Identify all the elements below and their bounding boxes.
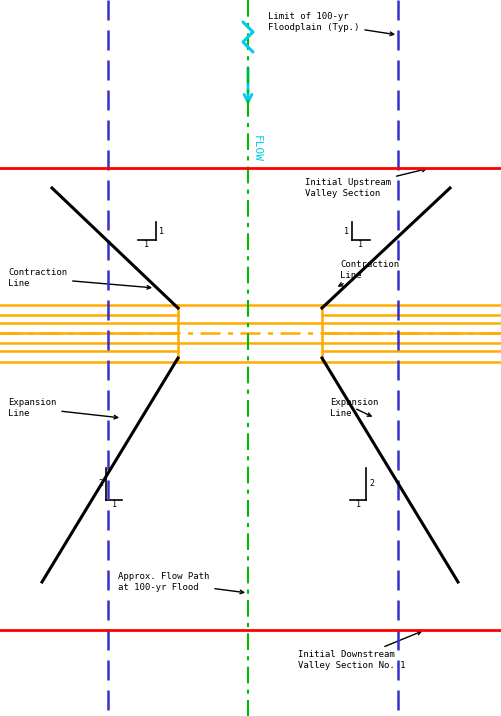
Text: 1: 1 [113, 500, 118, 509]
Text: 1: 1 [344, 226, 349, 236]
Text: Initial Downstream
Valley Section No. 1: Initial Downstream Valley Section No. 1 [298, 632, 421, 669]
Text: 1: 1 [159, 226, 164, 236]
Text: FLOW: FLOW [252, 135, 262, 162]
Text: Expansion
Line: Expansion Line [8, 398, 118, 419]
Text: 1: 1 [357, 500, 362, 509]
Text: 2: 2 [98, 480, 103, 488]
Text: 1: 1 [359, 240, 364, 249]
Text: 1: 1 [144, 240, 149, 249]
Text: Initial Upstream
Valley Section: Initial Upstream Valley Section [305, 168, 426, 198]
Text: Contraction
Line: Contraction Line [339, 261, 399, 286]
Text: Contraction
Line: Contraction Line [8, 268, 151, 289]
Text: Approx. Flow Path
at 100-yr Flood: Approx. Flow Path at 100-yr Flood [118, 572, 243, 594]
Text: Expansion
Line: Expansion Line [330, 398, 378, 417]
Text: 2: 2 [369, 480, 374, 488]
Text: Limit of 100-yr
Floodplain (Typ.): Limit of 100-yr Floodplain (Typ.) [268, 12, 394, 36]
